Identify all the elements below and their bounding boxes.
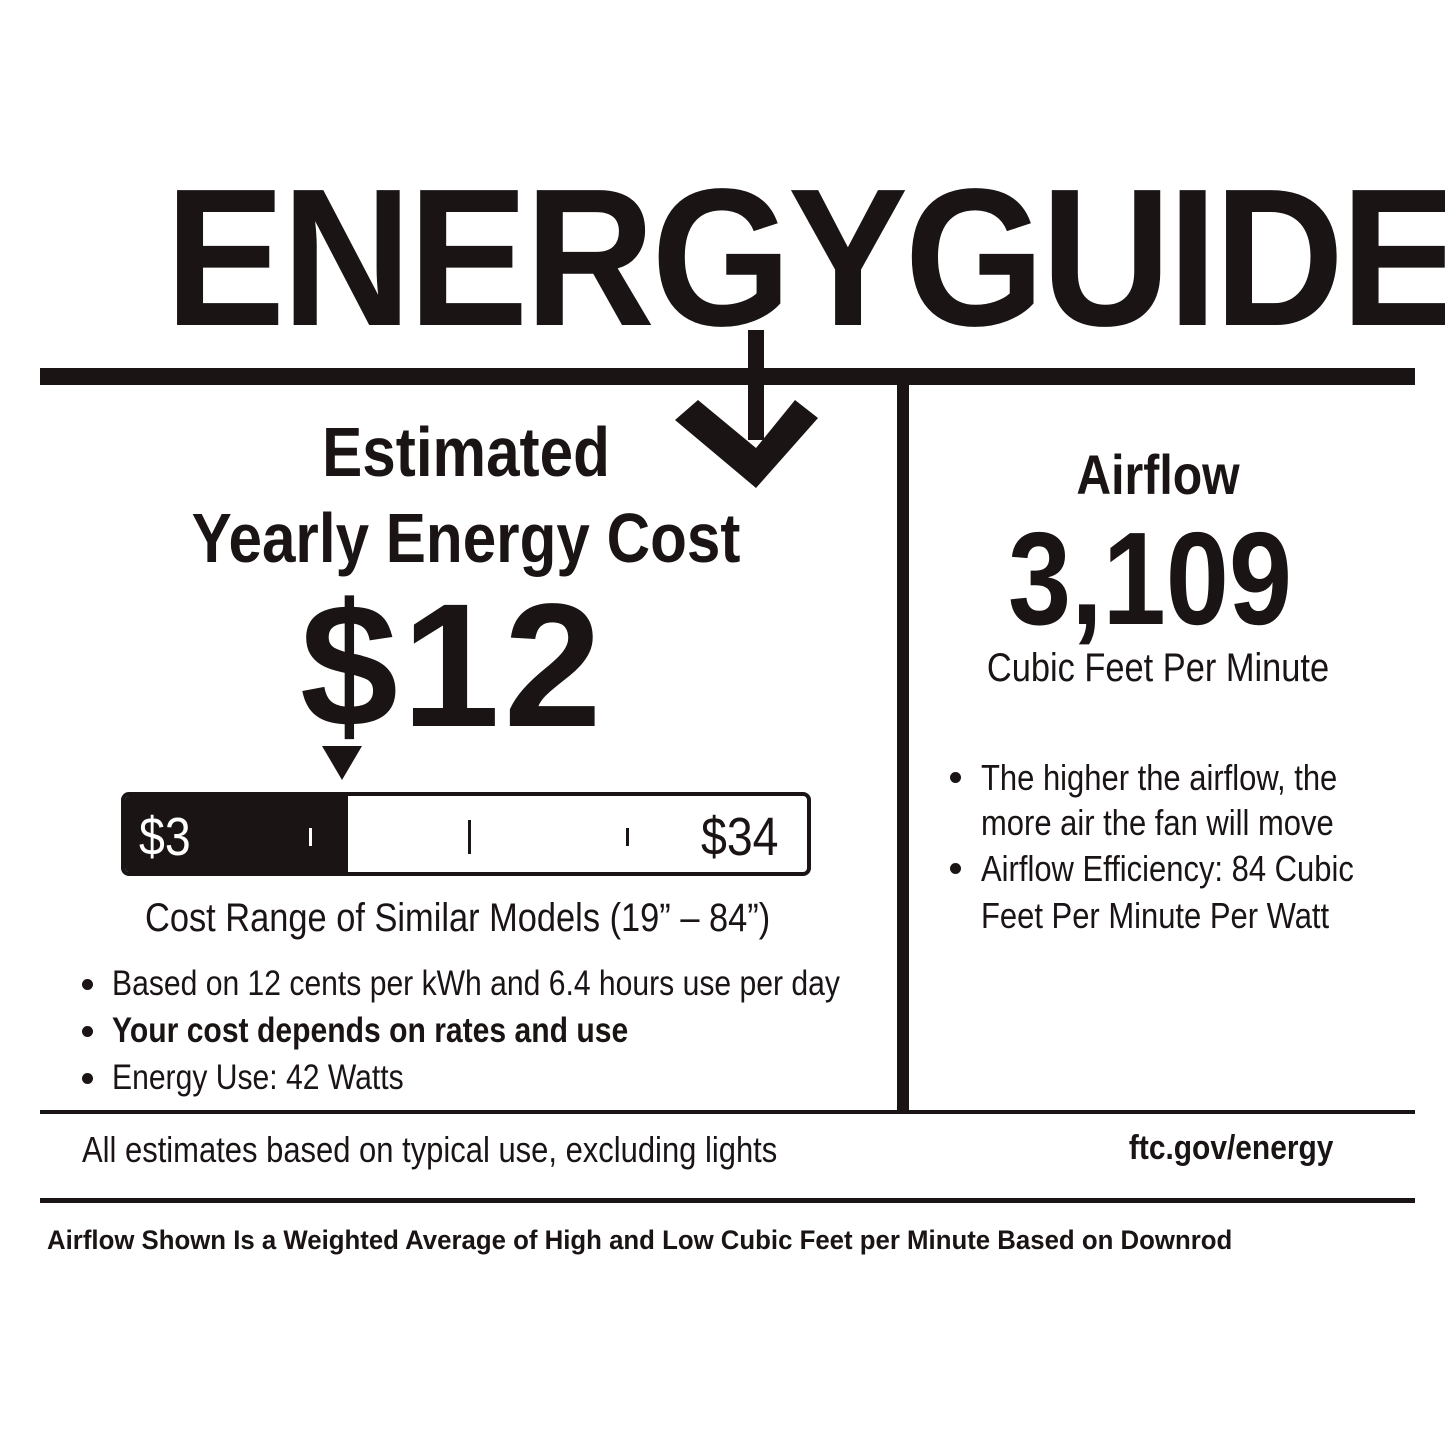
cost-range-caption: Cost Range of Similar Models (19” – 84”) (145, 896, 771, 940)
tick (468, 820, 471, 854)
cost-range-bar: $3 $34 (121, 792, 811, 876)
airflow-unit: Cubic Feet Per Minute (986, 646, 1330, 690)
airflow-heading: Airflow (1076, 443, 1240, 506)
cost-heading-line1: Estimated (322, 413, 610, 491)
label-title: ENERGYGUIDE (165, 148, 1445, 367)
cost-bullet: Your cost depends on rates and use (112, 1011, 629, 1050)
column-divider (897, 385, 909, 1113)
airflow-disclaimer: Airflow Shown Is a Weighted Average of H… (47, 1225, 1233, 1255)
arrow-down-icon (675, 330, 818, 488)
range-min-label: $3 (139, 807, 191, 867)
bullet-icon (82, 1073, 93, 1084)
footer-note: All estimates based on typical use, excl… (82, 1129, 778, 1170)
bullet-icon (82, 1026, 93, 1037)
cost-heading-line2: Yearly Energy Cost (191, 499, 741, 577)
cost-marker-triangle (322, 746, 362, 780)
cost-bullet: Energy Use: 42 Watts (112, 1058, 404, 1097)
bullet-icon (950, 863, 961, 874)
bottom-rule (40, 1198, 1415, 1203)
airflow-bullet-line: Feet Per Minute Per Watt (981, 895, 1330, 936)
cost-value: $12 (300, 568, 606, 764)
airflow-value: 3,109 (1007, 505, 1293, 652)
cost-bullet: Based on 12 cents per kWh and 6.4 hours … (112, 964, 840, 1003)
footer-rule (40, 1110, 1415, 1114)
airflow-bullet-line: Airflow Efficiency: 84 Cubic (981, 848, 1354, 889)
tick (309, 828, 312, 846)
bullet-icon (950, 772, 961, 783)
airflow-bullet-line: more air the fan will move (981, 802, 1334, 843)
bullet-icon (82, 979, 93, 990)
airflow-bullet-line: The higher the airflow, the (981, 757, 1338, 798)
top-rule (40, 368, 1415, 385)
tick (626, 828, 629, 846)
range-max-label: $34 (701, 807, 779, 867)
ftc-link[interactable]: ftc.gov/energy (1128, 1129, 1333, 1167)
